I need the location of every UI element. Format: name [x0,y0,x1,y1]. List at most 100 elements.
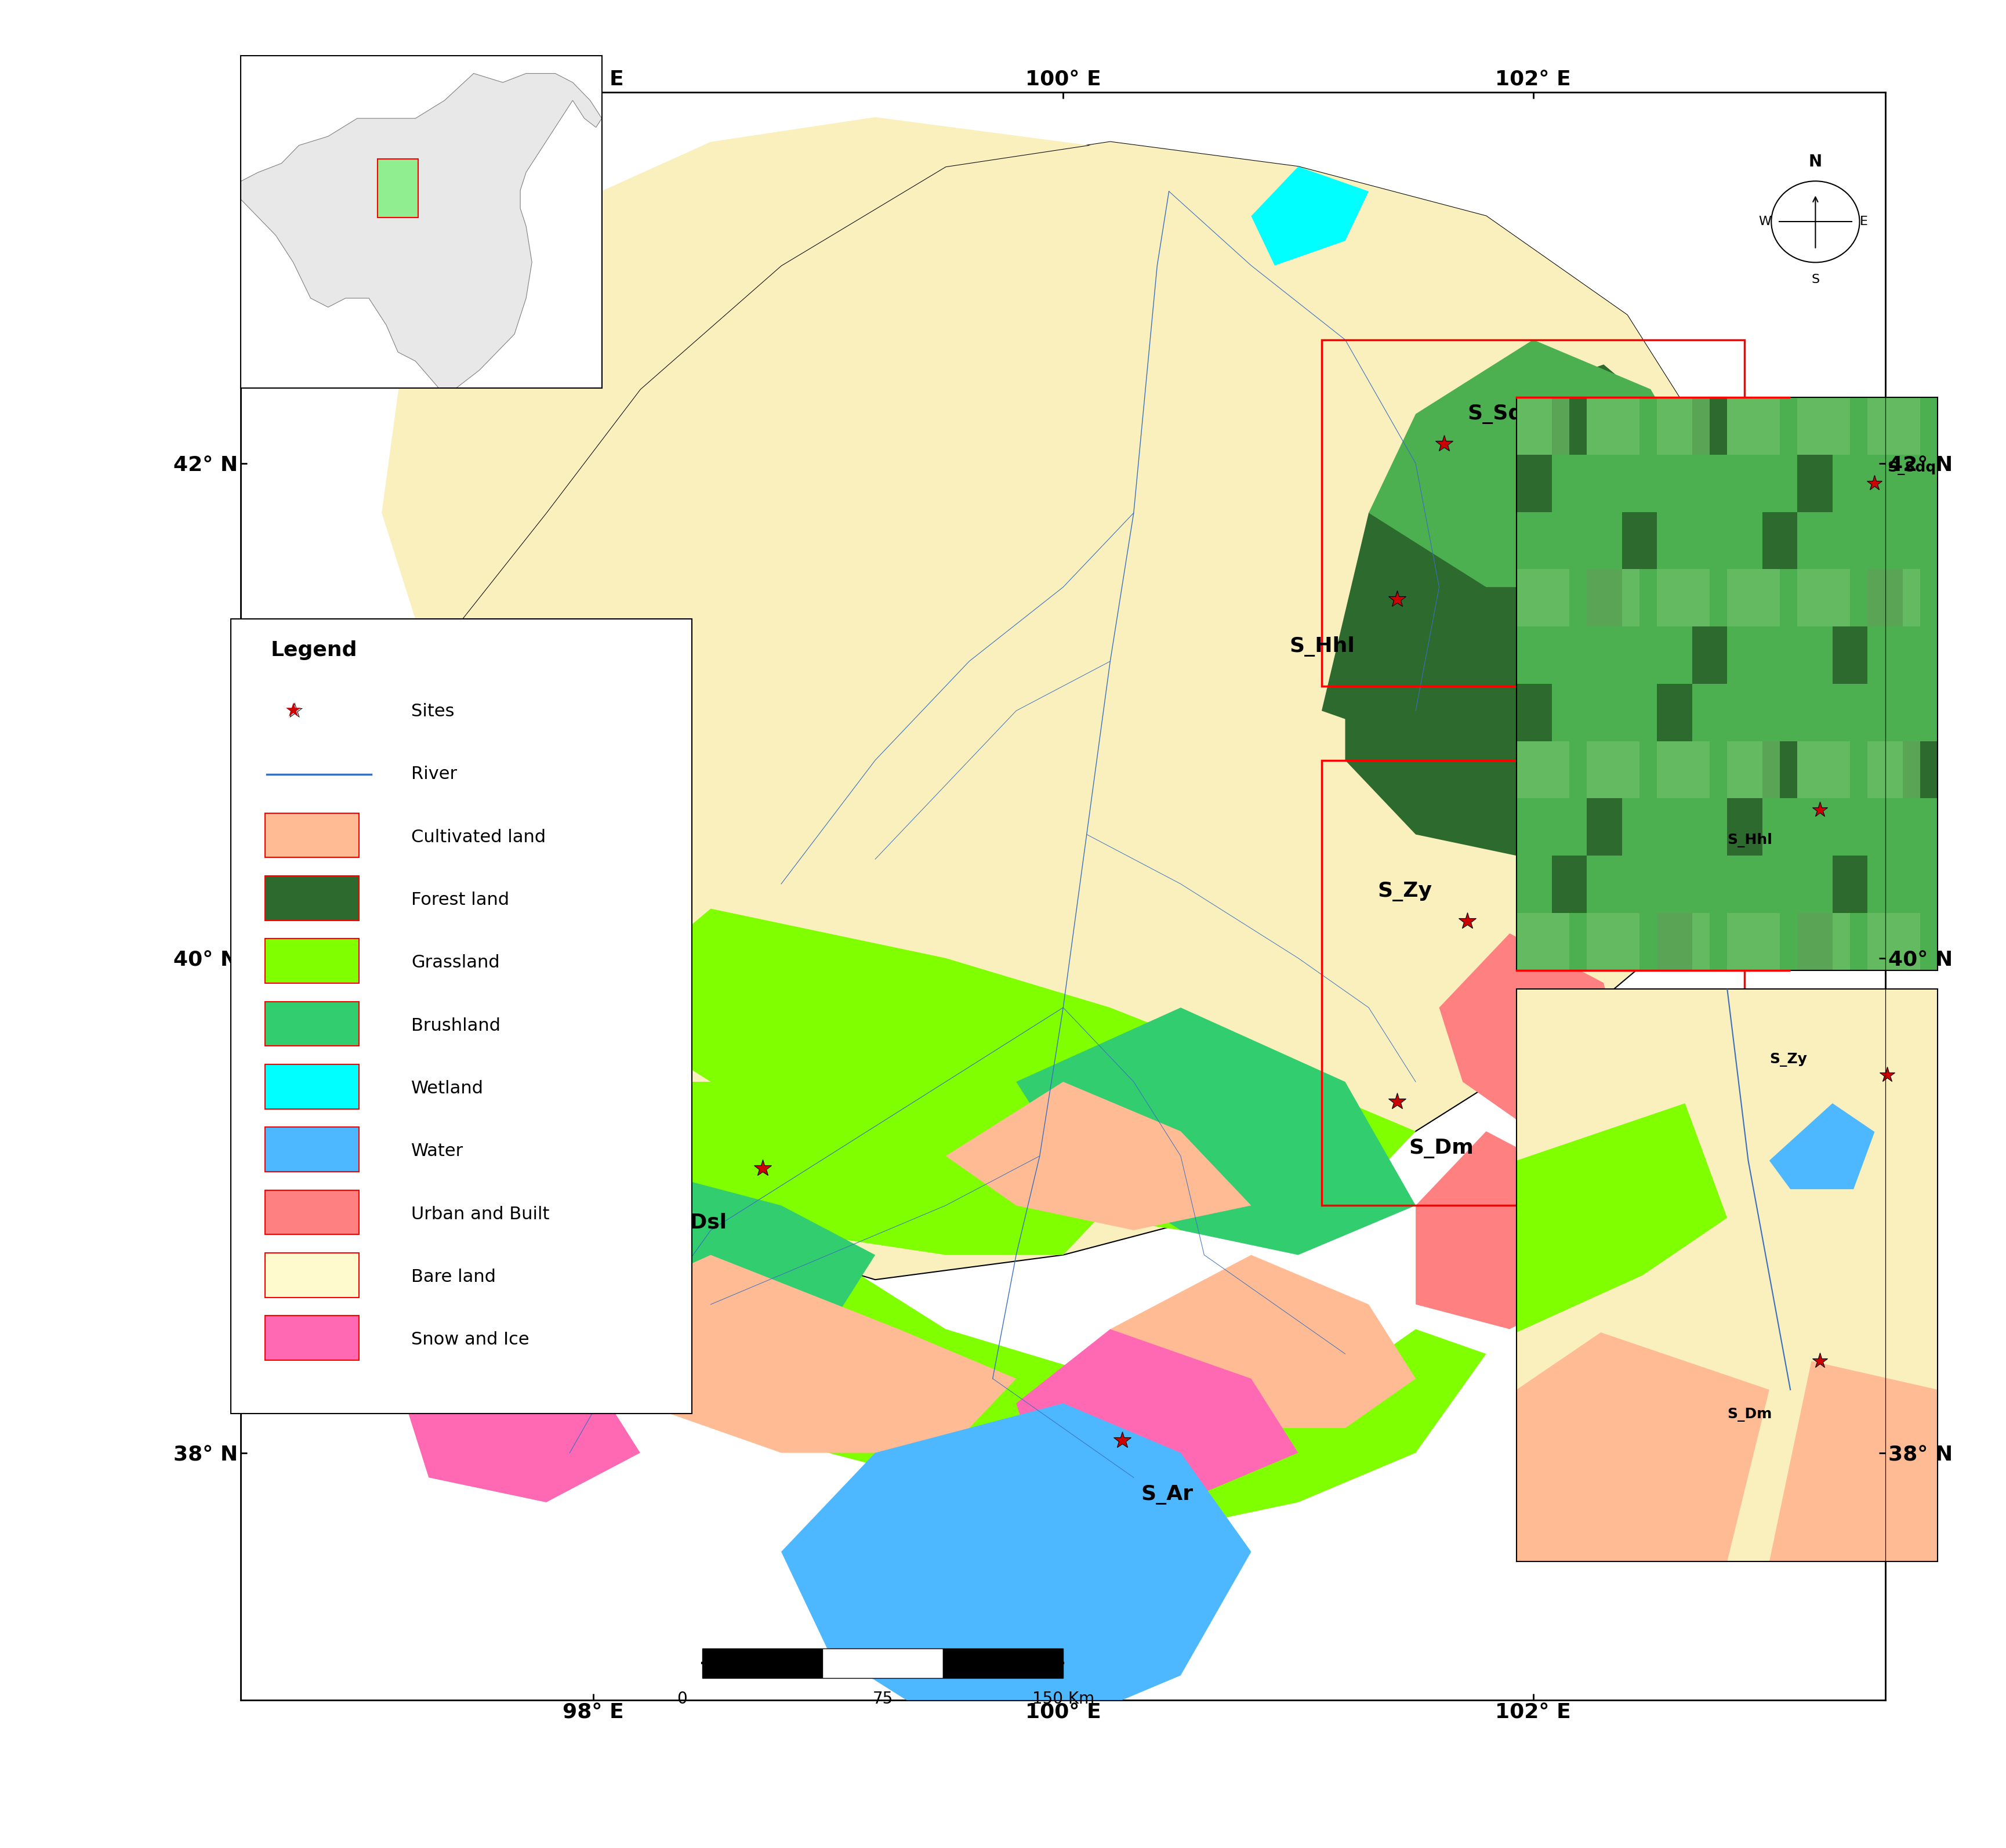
Text: Cultivated land: Cultivated land [411,828,546,846]
Bar [1517,798,1553,856]
Bar [1868,913,1902,970]
Polygon shape [1368,340,1721,588]
Text: S: S [1811,274,1819,285]
Bar [1693,798,1727,856]
Bar [1587,913,1621,970]
Bar [1657,684,1693,741]
Polygon shape [475,1081,1109,1255]
Text: S_Dsl: S_Dsl [664,1212,726,1233]
Bar [1902,569,1938,626]
Text: W: W [1759,216,1771,227]
Polygon shape [1517,1103,1727,1332]
Bar [1868,741,1920,798]
Bar [1587,455,1621,512]
Text: 150 Km: 150 Km [1031,1691,1095,1708]
Polygon shape [594,909,1416,1231]
Text: Grassland: Grassland [411,954,499,972]
Bar [1657,856,1693,913]
Bar [1833,512,1868,569]
Polygon shape [1416,1131,1603,1329]
Polygon shape [1438,933,1627,1131]
Bar [1902,741,1938,798]
Text: Brushland: Brushland [411,1016,502,1035]
Text: 75: 75 [873,1691,893,1708]
Bar [1587,741,1639,798]
Polygon shape [381,116,1721,662]
Bar [1797,798,1831,856]
Bar [1657,569,1709,626]
Text: S_Zy: S_Zy [1378,881,1432,902]
Bar [1727,512,1763,569]
Text: N: N [1809,153,1821,170]
Bar [1902,455,1938,512]
Bar [1621,512,1657,569]
Bar [1621,684,1657,741]
Bar [1868,741,1902,798]
Text: Water: Water [411,1142,463,1161]
Bar [1763,684,1797,741]
Bar [1833,455,1868,512]
Bar [1517,569,1569,626]
Bar [1763,397,1797,455]
Bar [1587,569,1621,626]
Bar [1517,741,1569,798]
Polygon shape [546,1255,1017,1453]
Text: S_Sdq: S_Sdq [1466,403,1539,423]
Bar [1517,626,1553,684]
Polygon shape [1109,1255,1416,1429]
Text: S_Ar: S_Ar [1141,1486,1194,1504]
Bar [1902,913,1938,970]
Text: E: E [1860,216,1868,227]
Text: S_Hhl: S_Hhl [1290,636,1354,656]
Bar [1587,913,1639,970]
Bar [1902,397,1938,455]
Bar [1833,856,1868,913]
Bar [1657,569,1693,626]
Bar [1868,397,1920,455]
Text: Legend: Legend [271,641,357,660]
Bar [1763,741,1797,798]
Polygon shape [1017,1329,1298,1502]
Text: River: River [411,765,457,784]
Bar [1657,397,1693,455]
Bar [1621,856,1657,913]
Text: Sites: Sites [411,702,455,721]
Bar [1902,798,1938,856]
Bar [1797,913,1850,970]
Polygon shape [1322,364,1721,760]
Polygon shape [1346,588,1581,859]
Polygon shape [475,1057,664,1205]
Bar [377,159,419,218]
Bar [1693,569,1727,626]
Bar [1657,913,1693,970]
Bar [1727,913,1779,970]
Text: 0: 0 [676,1691,688,1708]
Text: S_Dm: S_Dm [1727,1408,1771,1421]
Bar [1657,741,1693,798]
Polygon shape [405,1329,640,1502]
Polygon shape [359,142,1767,1279]
Bar [1868,856,1902,913]
Bar [1727,626,1763,684]
Bar [1587,397,1639,455]
Text: Urban and Built: Urban and Built [411,1205,550,1223]
Bar [1727,455,1763,512]
Bar [1553,684,1587,741]
Bar [1727,741,1779,798]
Bar [1868,397,1902,455]
Bar [1868,512,1902,569]
Bar [1693,913,1727,970]
Bar [1868,684,1902,741]
Bar [1553,741,1587,798]
Bar [1693,397,1727,455]
Bar [1587,741,1621,798]
Bar [1763,569,1797,626]
Bar [1797,913,1831,970]
Bar [1763,512,1797,569]
Polygon shape [1769,1360,1938,1562]
Bar [1553,569,1587,626]
Text: ★: ★ [285,702,303,721]
Text: Bare land: Bare land [411,1268,495,1286]
Polygon shape [241,74,602,388]
Text: S_Hhl: S_Hhl [1727,833,1773,848]
